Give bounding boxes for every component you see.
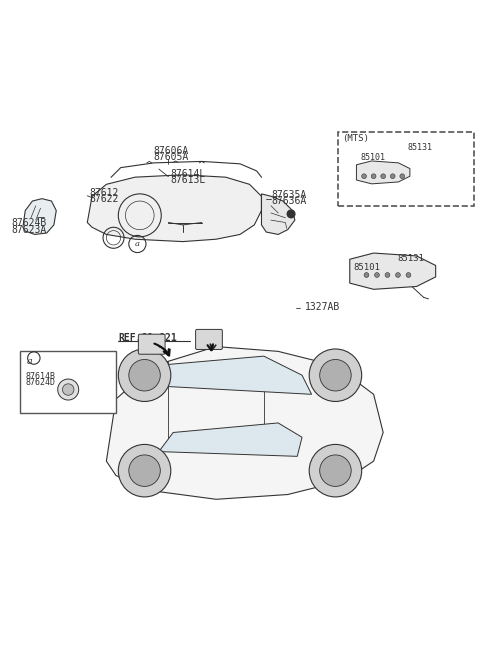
Circle shape [287,210,295,217]
FancyBboxPatch shape [21,351,116,413]
Text: 87622: 87622 [90,194,119,204]
Polygon shape [350,253,436,290]
Circle shape [320,360,351,391]
Text: 87606A: 87606A [153,146,189,156]
FancyBboxPatch shape [338,132,474,206]
Polygon shape [107,346,383,499]
Text: REF.81-821: REF.81-821 [118,333,177,343]
Circle shape [309,349,362,402]
Text: a: a [26,357,32,366]
Circle shape [390,174,395,179]
Circle shape [406,272,411,277]
Polygon shape [135,356,312,394]
FancyBboxPatch shape [196,329,222,350]
Circle shape [129,360,160,391]
Circle shape [118,349,171,402]
Text: 87605A: 87605A [153,152,189,162]
Circle shape [364,272,369,277]
Text: a: a [135,240,140,248]
Text: 87614L: 87614L [171,169,206,179]
Text: 87612: 87612 [90,188,119,198]
Polygon shape [262,194,295,234]
Text: 85131: 85131 [397,253,424,263]
Circle shape [62,384,74,395]
Text: 87614B: 87614B [25,371,55,381]
Circle shape [381,174,385,179]
Polygon shape [357,161,410,184]
Circle shape [309,445,362,497]
Text: 85101: 85101 [354,263,381,272]
Circle shape [400,174,405,179]
Text: 87635A: 87635A [271,190,306,200]
Polygon shape [159,423,302,457]
Circle shape [385,272,390,277]
FancyBboxPatch shape [138,334,165,354]
Text: 85131: 85131 [408,143,433,151]
Circle shape [58,379,79,400]
Text: 87624B: 87624B [11,219,46,229]
Text: (MTS): (MTS) [343,134,370,143]
Polygon shape [87,175,262,242]
Text: 87623A: 87623A [11,225,46,234]
Text: 87613L: 87613L [171,175,206,185]
Circle shape [118,445,171,497]
Circle shape [371,174,376,179]
Circle shape [362,174,366,179]
Circle shape [374,272,379,277]
Circle shape [396,272,400,277]
Text: 87624D: 87624D [25,379,55,387]
Circle shape [129,455,160,487]
Circle shape [320,455,351,487]
Text: 1327AB: 1327AB [304,303,340,312]
Polygon shape [23,198,56,234]
Text: 85101: 85101 [361,153,386,162]
Text: 87636A: 87636A [271,196,306,206]
